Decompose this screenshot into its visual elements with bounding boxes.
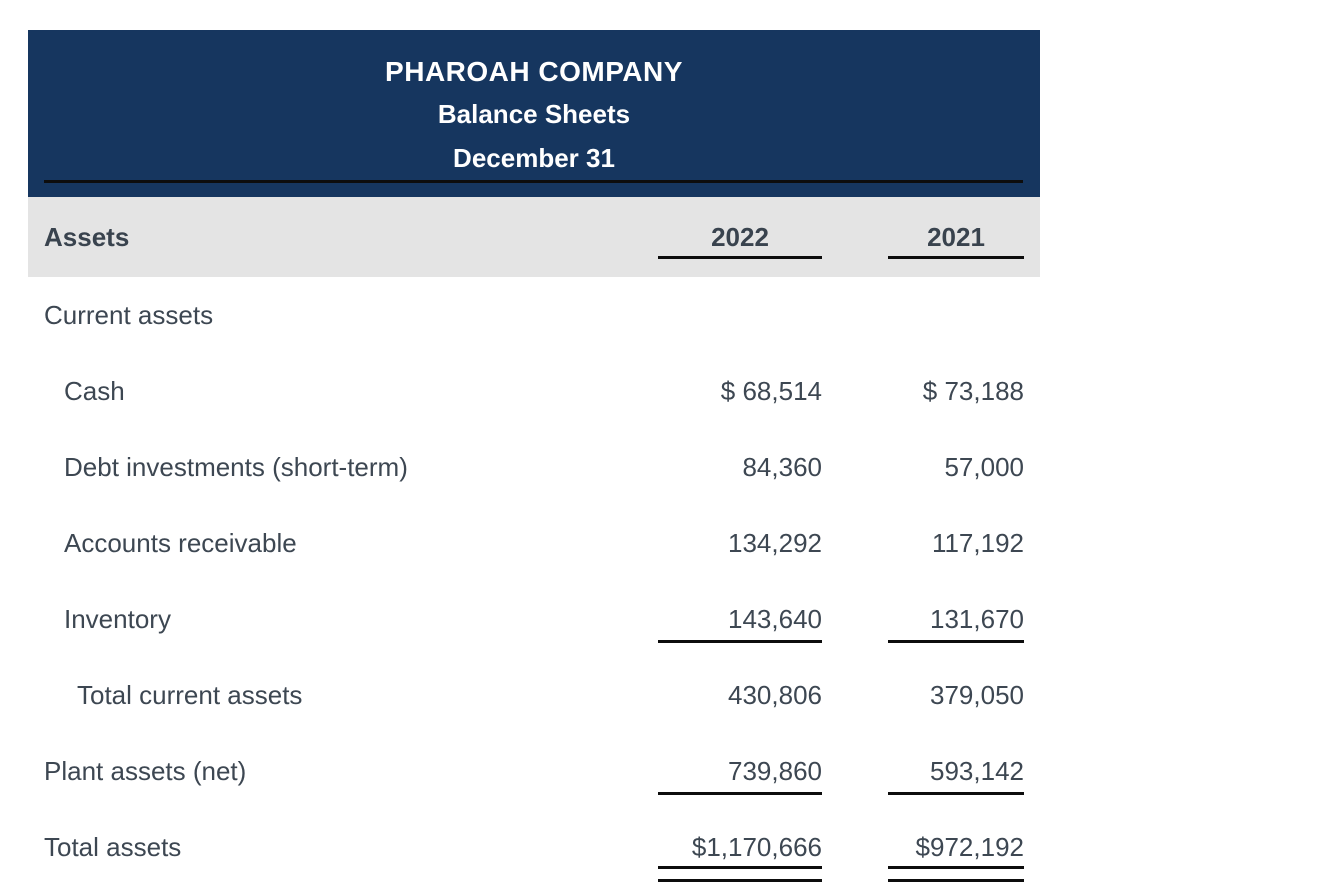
row-label: Cash [64,375,125,406]
col-header-2022: 2022 [658,197,822,277]
value-2022 [658,277,822,353]
balance-sheet: PHAROAH COMPANY Balance Sheets December … [28,30,1040,885]
row-label: Debt investments (short-term) [64,451,408,482]
columns-header-row: Assets 2022 2021 [28,197,1040,277]
sheet-subtitle: Balance Sheets [437,99,631,129]
value-2022: 134,292 [728,527,822,558]
value-2022: 739,860 [658,733,822,809]
value-2021: 117,192 [931,527,1024,558]
title-rule [44,180,1023,183]
value-2021 [888,277,1024,353]
table-row-total-current-assets: Total current assets 430,806 379,050 [28,657,1040,733]
value-2021: 57,000 [944,451,1024,482]
value-2021: 379,050 [930,679,1024,710]
sheet-title-block: PHAROAH COMPANY Balance Sheets December … [28,30,1040,197]
value-2022: 430,806 [728,679,822,710]
table-row-total-assets: Total assets $1,170,666 $972,192 [28,809,1040,885]
value-2022: $ 68,514 [720,375,822,406]
table-row-accounts-receivable: Accounts receivable 134,292 117,192 [28,505,1040,581]
row-label: Total assets [44,831,182,862]
row-label: Total current assets [77,679,303,710]
col-header-2021: 2021 [888,197,1024,277]
sheet-date: December 31 [453,143,615,173]
row-label: Accounts receivable [64,527,297,558]
company-name: PHAROAH COMPANY [385,56,683,87]
value-2022: $1,170,666 [658,809,822,885]
value-2022: 143,640 [658,581,822,657]
table-row-plant-assets: Plant assets (net) 739,860 593,142 [28,733,1040,809]
table-row-debt-investments: Debt investments (short-term) 84,360 57,… [28,429,1040,505]
row-label: Current assets [44,299,214,330]
value-2021: $972,192 [888,809,1024,885]
table-row-cash: Cash $ 68,514 $ 73,188 [28,353,1040,429]
row-label: Plant assets (net) [44,755,247,786]
value-2021: 131,670 [888,581,1024,657]
value-2021: 593,142 [888,733,1024,809]
value-2022: 84,360 [742,451,822,482]
table-row-inventory: Inventory 143,640 131,670 [28,581,1040,657]
row-label: Inventory [64,603,171,634]
value-2021: $ 73,188 [922,375,1024,406]
table-body: Current assets Cash $ 68,514 $ 73,188 De… [28,277,1040,885]
section-title: Assets [44,221,130,252]
table-row-current-assets: Current assets [28,277,1040,353]
